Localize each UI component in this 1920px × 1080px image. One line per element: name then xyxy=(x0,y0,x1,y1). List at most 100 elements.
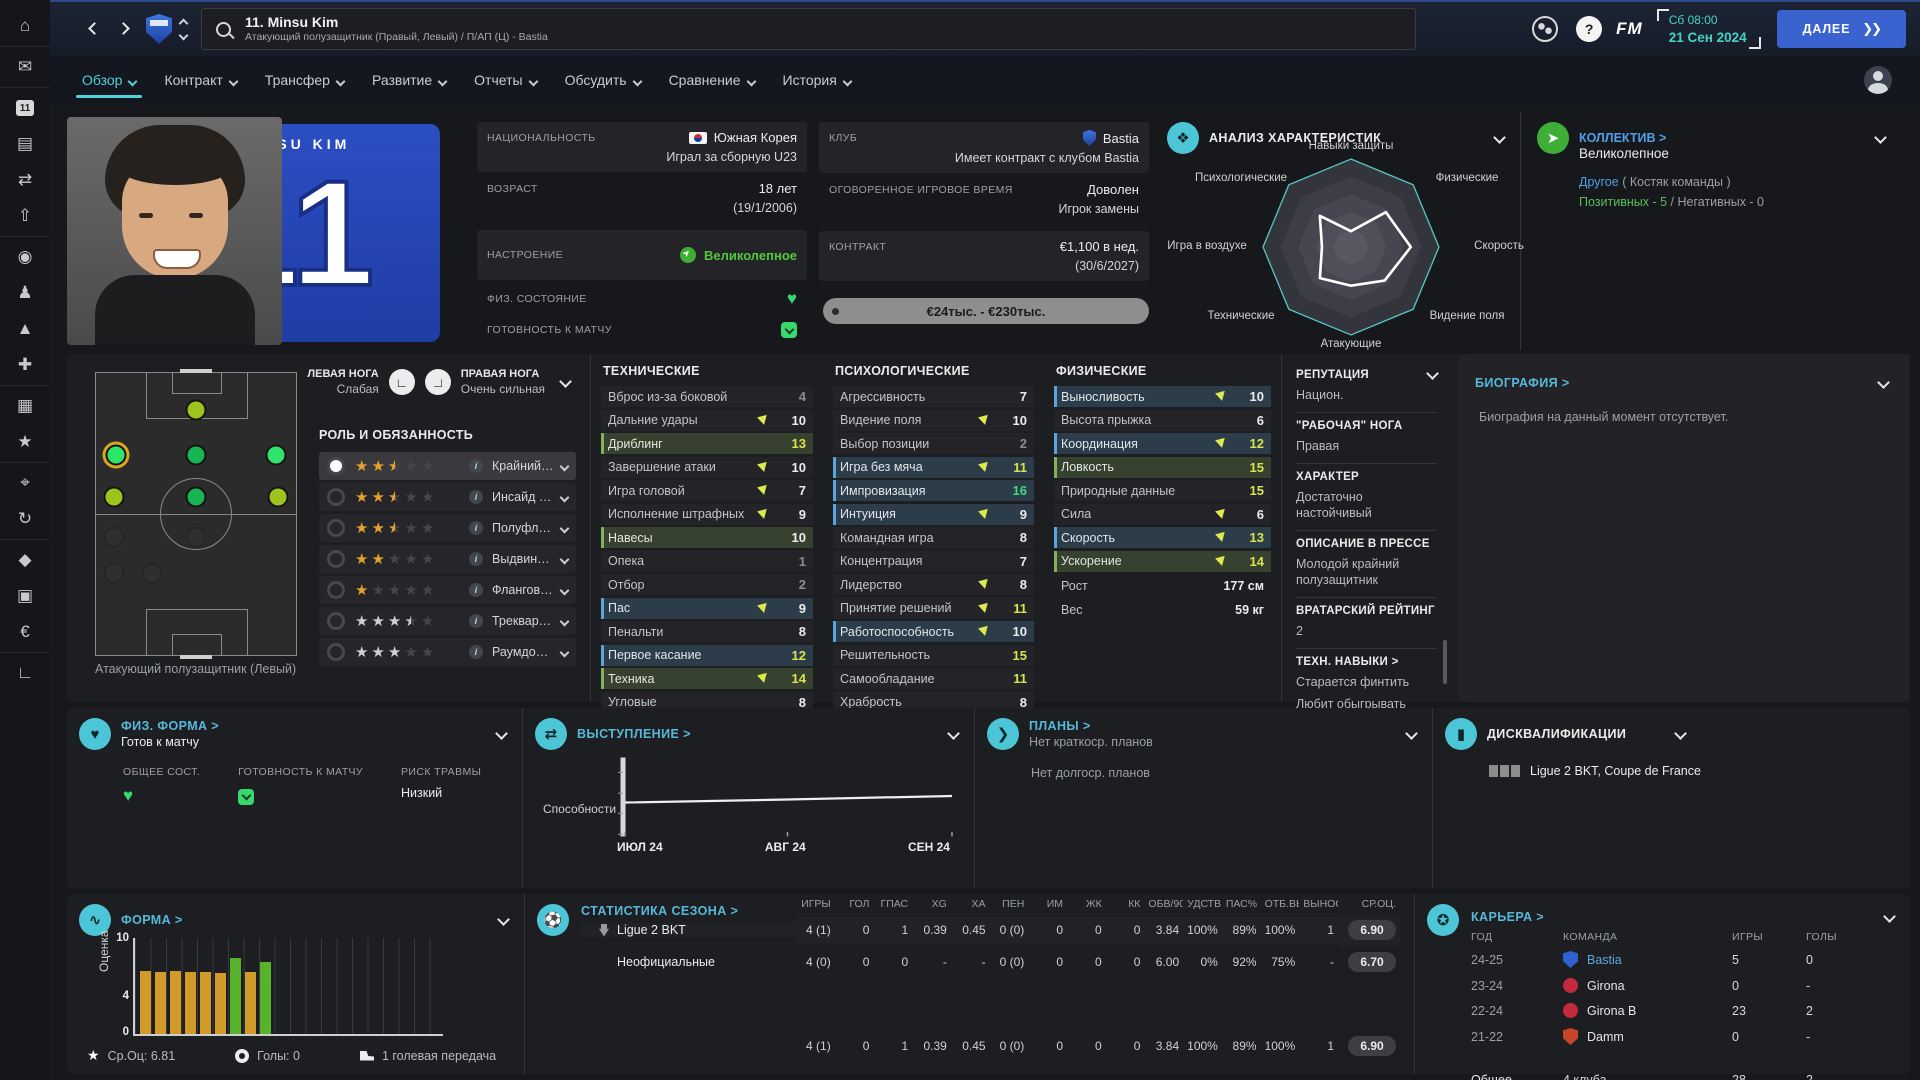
boot-sidebar-icon[interactable]: ∟ xyxy=(16,663,34,682)
continue-button[interactable]: ДАЛЕЕ ❯❯ xyxy=(1776,10,1906,48)
calendar-sidebar-icon[interactable]: ▦ xyxy=(16,396,34,415)
stats-col-ОТБ.ВЫ..[interactable]: ОТБ.ВЫ.. xyxy=(1264,898,1300,910)
club-cycle-buttons[interactable] xyxy=(178,18,189,40)
stats-col-КК[interactable]: КК xyxy=(1128,898,1141,910)
transfer-value-pill[interactable]: €24тыс. - €230тыс. xyxy=(823,298,1149,324)
profile-scrollbar[interactable] xyxy=(1443,640,1447,684)
position-dot[interactable] xyxy=(185,444,207,466)
world-icon[interactable] xyxy=(1532,16,1559,42)
stats-col-ИГРЫ[interactable]: ИГРЫ xyxy=(801,898,831,910)
stats-col-ГПАС[interactable]: ГПАС xyxy=(880,898,909,910)
stats-competition[interactable]: Ligue 2 BKT xyxy=(581,923,796,937)
club-value[interactable]: Bastia xyxy=(1102,131,1139,146)
career-col-ГОД[interactable]: ГОД xyxy=(1471,931,1493,943)
scouting-sidebar-icon[interactable]: ⌖ xyxy=(20,473,30,492)
position-dot[interactable] xyxy=(105,444,127,466)
tab-Обзор[interactable]: Обзор xyxy=(68,56,150,104)
plans-collapse-chevron[interactable] xyxy=(1403,721,1420,747)
squad-sidebar-icon[interactable]: 11 xyxy=(0,90,50,126)
position-dot[interactable] xyxy=(141,562,163,584)
training-sidebar-icon[interactable]: ▲ xyxy=(16,319,34,338)
back-button[interactable] xyxy=(80,12,109,46)
position-dot[interactable] xyxy=(103,526,125,548)
stats-col-ОБВ/90[interactable]: ОБВ/90 xyxy=(1148,898,1184,910)
tab-Сравнение[interactable]: Сравнение xyxy=(655,56,769,104)
analysis-collapse-chevron[interactable] xyxy=(1491,125,1508,151)
position-dot[interactable] xyxy=(185,526,207,548)
role-expand-chevron[interactable] xyxy=(559,616,570,626)
fitness-collapse-chevron[interactable] xyxy=(493,721,510,747)
stats-competition[interactable]: Неофициальные xyxy=(617,955,715,969)
role-expand-chevron[interactable] xyxy=(559,461,570,471)
role-info-icon[interactable]: i xyxy=(469,459,483,473)
career-col-ГОЛЫ[interactable]: ГОЛЫ xyxy=(1806,931,1837,943)
stats-col-ПЕН[interactable]: ПЕН xyxy=(1002,898,1025,910)
role-radio[interactable] xyxy=(327,488,345,506)
tab-Развитие[interactable]: Развитие xyxy=(358,56,460,104)
position-dot[interactable] xyxy=(103,562,125,584)
staff-sidebar-icon[interactable]: ♟ xyxy=(17,283,33,302)
career-team[interactable]: Girona xyxy=(1563,973,1732,998)
role-info-icon[interactable]: i xyxy=(469,583,483,597)
report-sidebar-icon[interactable]: ▤ xyxy=(16,134,34,153)
role-row[interactable]: ★★★★★ i Раумдойтер (Ат) xyxy=(319,638,576,666)
role-expand-chevron[interactable] xyxy=(559,647,570,657)
performance-collapse-chevron[interactable] xyxy=(945,721,962,747)
stats-col-XA[interactable]: XA xyxy=(971,898,986,910)
role-row[interactable]: ★★★★★ i Фланговый таргетмен (Ат) xyxy=(319,576,576,604)
stats-col-ГОЛ[interactable]: ГОЛ xyxy=(849,898,870,910)
stats-col-ПАС%[interactable]: ПАС% xyxy=(1225,898,1258,910)
search-bar[interactable]: 11. Minsu Kim Атакующий полузащитник (Пр… xyxy=(201,8,1416,50)
role-radio[interactable] xyxy=(327,550,345,568)
fitness-title[interactable]: ФИЗ. ФОРМА > xyxy=(121,719,220,733)
manager-avatar[interactable] xyxy=(1864,66,1892,94)
stats-col-ИМ[interactable]: ИМ xyxy=(1046,898,1063,910)
tab-Отчеты[interactable]: Отчеты xyxy=(460,56,550,104)
tab-Трансфер[interactable]: Трансфер xyxy=(251,56,358,104)
sync-sidebar-icon[interactable]: ↻ xyxy=(17,509,33,528)
help-icon[interactable]: ? xyxy=(1576,16,1603,42)
transfers-sidebar-icon[interactable]: ⇄ xyxy=(17,170,33,189)
stats-col-XG[interactable]: XG xyxy=(931,898,947,910)
position-dot[interactable] xyxy=(185,486,207,508)
role-info-icon[interactable]: i xyxy=(469,645,483,659)
form-collapse-chevron[interactable] xyxy=(495,907,512,933)
role-expand-chevron[interactable] xyxy=(559,523,570,533)
position-dot[interactable] xyxy=(265,444,287,466)
suspensions-collapse-chevron[interactable] xyxy=(1672,721,1689,747)
role-row[interactable]: ★★★★★★ i Полуфланговый крайний по... xyxy=(319,514,576,542)
job-sidebar-icon[interactable]: ▣ xyxy=(16,586,34,605)
tech-skills-title[interactable]: ТЕХН. НАВЫКИ > xyxy=(1296,656,1399,668)
stats-col-ЖК[interactable]: ЖК xyxy=(1085,898,1102,910)
inbox-sidebar-icon[interactable]: ✉ xyxy=(17,57,33,76)
shield-sidebar-icon[interactable]: ◆ xyxy=(18,550,32,569)
season-stats-title[interactable]: СТАТИСТИКА СЕЗОНА > xyxy=(581,904,739,918)
stats-col-СР.ОЦ.[interactable]: СР.ОЦ. xyxy=(1361,898,1396,910)
development-sidebar-icon[interactable]: ⇧ xyxy=(17,206,33,225)
form-title[interactable]: ФОРМА > xyxy=(121,913,183,927)
tab-Обсудить[interactable]: Обсудить xyxy=(551,56,655,104)
role-radio[interactable] xyxy=(327,643,345,661)
club-sidebar-icon[interactable]: ◉ xyxy=(17,247,33,266)
role-expand-chevron[interactable] xyxy=(559,554,570,564)
medical-sidebar-icon[interactable]: ✚ xyxy=(17,355,33,374)
club-crest-icon[interactable] xyxy=(146,14,172,44)
biography-title[interactable]: БИОГРАФИЯ > xyxy=(1475,376,1570,390)
stats-col-УДСТВ[interactable]: УДСТВ xyxy=(1187,898,1222,910)
competition-sidebar-icon[interactable]: ★ xyxy=(17,432,33,451)
career-team[interactable]: Damm xyxy=(1563,1023,1732,1050)
plans-title[interactable]: ПЛАНЫ > xyxy=(1029,719,1091,733)
career-collapse-chevron[interactable] xyxy=(1881,904,1898,930)
position-dot[interactable] xyxy=(103,486,125,508)
role-row[interactable]: ★★★★★★ i Крайний полузащитник (Ат) xyxy=(319,452,576,480)
role-radio[interactable] xyxy=(327,457,345,475)
career-team[interactable]: Bastia xyxy=(1563,946,1732,973)
career-team[interactable]: Girona B xyxy=(1563,998,1732,1023)
career-col-КОМАНДА[interactable]: КОМАНДА xyxy=(1563,931,1618,943)
role-expand-chevron[interactable] xyxy=(559,492,570,502)
profile-collapse-chevron[interactable] xyxy=(1426,367,1439,381)
role-info-icon[interactable]: i xyxy=(469,614,483,628)
finance-sidebar-icon[interactable]: € xyxy=(20,622,30,641)
position-dot[interactable] xyxy=(267,486,289,508)
biography-collapse-chevron[interactable] xyxy=(1875,370,1892,396)
